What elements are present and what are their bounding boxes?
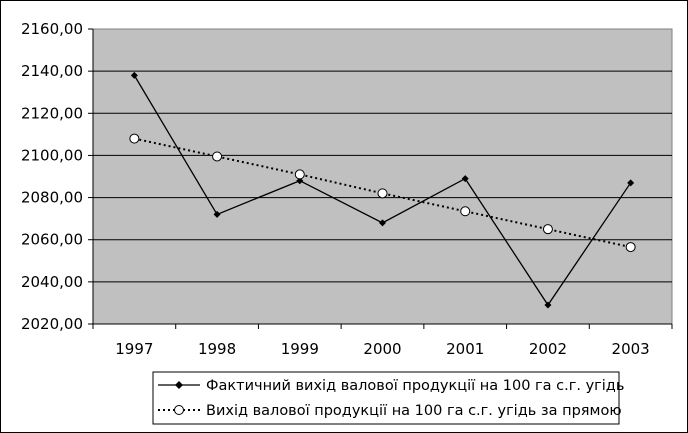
series-layer bbox=[129, 71, 636, 309]
data-point-trend bbox=[129, 133, 140, 144]
data-point-trend bbox=[542, 224, 553, 235]
data-point-actual bbox=[627, 179, 635, 187]
data-point-trend bbox=[377, 188, 388, 199]
x-tick-label: 2002 bbox=[529, 340, 567, 358]
legend: Фактичний вихід валової продукції на 100… bbox=[152, 371, 624, 425]
x-tick-label: 2003 bbox=[612, 340, 650, 358]
data-point-trend bbox=[625, 242, 636, 253]
legend-swatch-diamond-marker bbox=[175, 381, 183, 389]
gridlines bbox=[93, 70, 672, 283]
data-point-actual bbox=[461, 175, 469, 183]
plot-area bbox=[92, 28, 673, 325]
y-tick-label: 2080,00 bbox=[21, 189, 83, 207]
y-tick-label: 2100,00 bbox=[21, 146, 83, 164]
x-tick-label: 2001 bbox=[446, 340, 484, 358]
y-tick-label: 2160,00 bbox=[21, 20, 83, 38]
data-point-actual bbox=[544, 301, 552, 309]
data-point-actual bbox=[213, 210, 221, 218]
data-point-trend bbox=[294, 169, 305, 180]
data-point-actual bbox=[379, 219, 386, 227]
y-tick-label: 2060,00 bbox=[21, 231, 83, 249]
data-point-trend bbox=[212, 151, 223, 162]
data-point-actual bbox=[130, 71, 138, 79]
x-tick-label: 2000 bbox=[363, 340, 401, 358]
data-point-trend bbox=[460, 206, 471, 217]
x-tick-label: 1998 bbox=[198, 340, 236, 358]
legend-swatch-circle-marker bbox=[174, 405, 184, 415]
y-tick-label: 2140,00 bbox=[21, 62, 83, 80]
y-tick-label: 2040,00 bbox=[21, 273, 83, 291]
axes: 2020,00 2040,00 2060,00 2080,00 2100,00 2120,… bbox=[21, 20, 673, 358]
y-tick-label: 2120,00 bbox=[21, 104, 83, 122]
legend-box bbox=[152, 371, 620, 425]
y-tick-label: 2020,00 bbox=[21, 315, 83, 333]
x-tick-label: 1997 bbox=[115, 340, 153, 358]
x-tick-label: 1999 bbox=[281, 340, 319, 358]
legend-label-actual: Фактичний вихід валової продукції на 100… bbox=[206, 378, 624, 394]
legend-label-trend: Вихід валової продукції на 100 га с.г. у… bbox=[206, 403, 622, 419]
